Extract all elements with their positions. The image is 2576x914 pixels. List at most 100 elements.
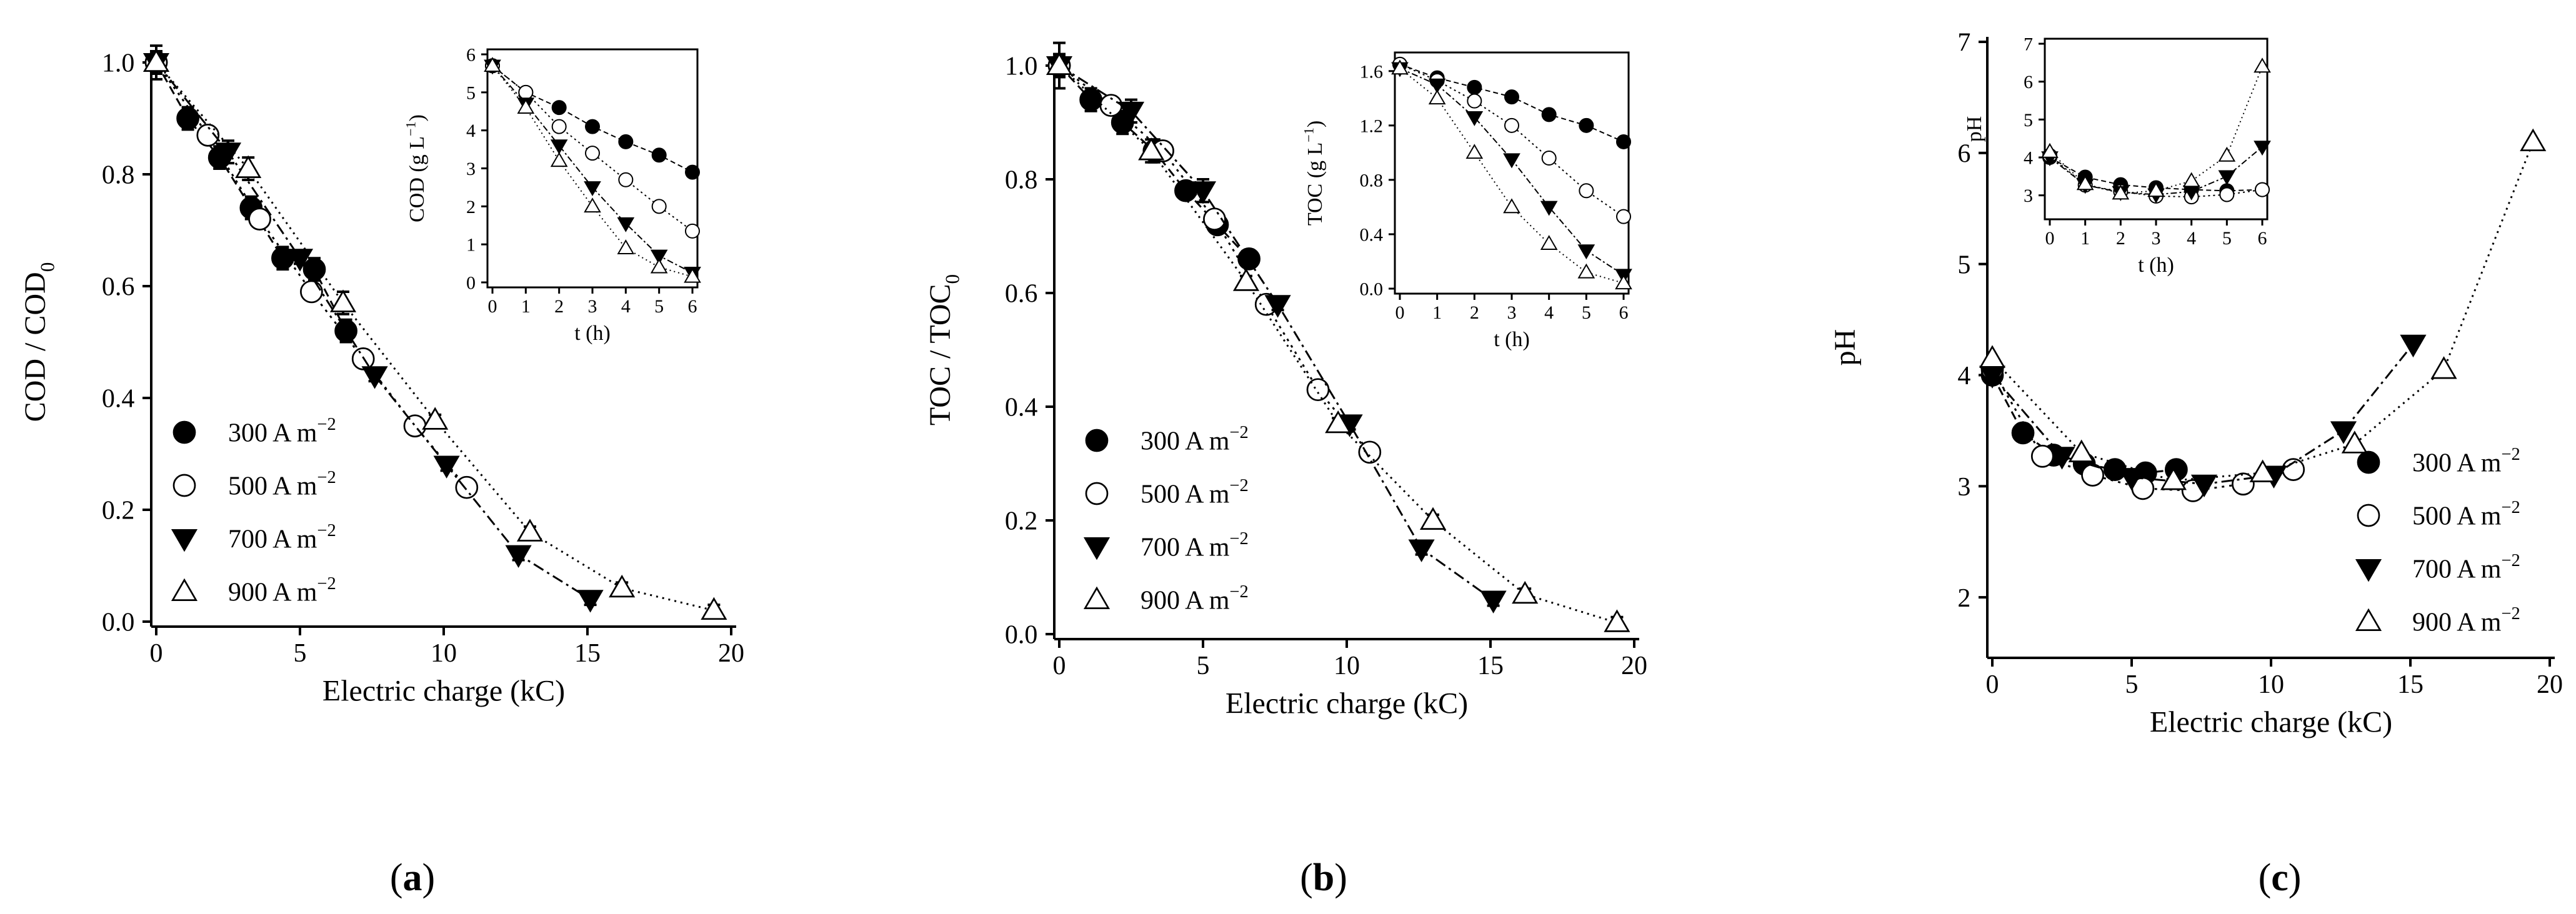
inset-data-point <box>1504 117 1519 133</box>
legend-item: 700 A m−2 <box>1083 529 1249 562</box>
legend-item: 300 A m−2 <box>1085 423 1249 456</box>
main-x-tick-label: 10 <box>431 639 457 668</box>
legend-label: 500 A m−2 <box>1141 476 1249 509</box>
inset-y-axis-title-tail: ) <box>1304 121 1327 127</box>
inset-data-point <box>685 223 700 239</box>
legend-marker <box>2357 504 2380 527</box>
inset-y-axis-title-sup: −1 <box>1300 127 1316 142</box>
inset-data-point <box>1577 263 1595 279</box>
legend-marker <box>2355 608 2382 631</box>
inset-y-axis-title-tail: ) <box>406 114 429 121</box>
legend-label: 900 A m−2 <box>2412 604 2520 637</box>
inset-series-4 <box>2041 57 2271 200</box>
inset-x-tick-label: 3 <box>2152 228 2161 249</box>
legend-label-sup: −2 <box>2501 498 2520 517</box>
main-data-point <box>361 366 388 389</box>
inset-y-tick-label: 5 <box>466 82 476 103</box>
inset-c: 0 1 2 3 4 5 6 3 4 5 6 7 t (h) pH <box>1963 34 2271 277</box>
legend-marker <box>2355 559 2382 582</box>
inset-y-axis-title: pH <box>1963 116 1986 142</box>
inset-y-tick-label: 1.6 <box>1360 61 1384 82</box>
main-y-axis-title: COD / COD0 <box>19 262 58 422</box>
legend-label-sup: −2 <box>2501 551 2520 570</box>
inset-data-point <box>650 249 668 265</box>
legend-marker <box>1083 537 1111 560</box>
inset-x-tick-label: 5 <box>1582 302 1591 323</box>
legend-label-text: 300 A m <box>228 419 317 448</box>
inset-data-point <box>650 258 668 274</box>
inset-data-point <box>551 100 567 116</box>
main-y-tick-label: 0.0 <box>102 609 135 637</box>
main-data-point <box>176 107 199 130</box>
main-x-axis-title: Electric charge (kC) <box>322 674 565 707</box>
main-y-tick-label: 4 <box>1957 362 1970 390</box>
inset-x-tick-label: 6 <box>2258 228 2267 249</box>
legend-label-sup: −2 <box>1229 529 1248 549</box>
legend-label-text: 500 A m <box>2412 502 2502 531</box>
inset-data-point <box>618 134 634 149</box>
inset-data-point <box>2255 182 2270 197</box>
main-series-4 <box>1046 52 1630 632</box>
main-data-point <box>329 289 357 312</box>
main-series-3 <box>1979 334 2427 498</box>
inset-data-point <box>1428 78 1446 94</box>
main-y-axis-title: TOC / TOC0 <box>924 274 963 425</box>
main-y-tick-label: 1.0 <box>1005 52 1038 81</box>
inset-data-point <box>550 139 568 155</box>
main-data-point <box>2081 464 2104 487</box>
main-data-point <box>701 597 727 620</box>
inset-data-point <box>484 57 501 72</box>
legend-label-sup: −2 <box>317 468 336 487</box>
main-data-point <box>2049 447 2075 470</box>
legend-label-sup: −2 <box>317 521 336 540</box>
main-data-point <box>1408 539 1435 562</box>
main-x-tick-label: 15 <box>1477 652 1504 680</box>
inset-y-tick-label: 1.2 <box>1360 116 1384 136</box>
main-data-point <box>403 414 427 438</box>
main-x-tick-label: 10 <box>2258 670 2284 699</box>
inset-y-tick-label: 3 <box>466 159 476 179</box>
main-data-point <box>334 319 357 342</box>
inset-y-axis-title-main: pH <box>1963 116 1986 142</box>
inset-data-point <box>1540 201 1558 216</box>
main-y-axis-title: pH <box>1829 329 1862 366</box>
legend-marker <box>2357 450 2380 474</box>
legend-label-sup: −2 <box>2501 604 2520 623</box>
inset-data-point <box>2112 184 2130 200</box>
inset-y-tick-label: 0.8 <box>1360 170 1384 191</box>
inset-y-tick-label: 1 <box>466 235 476 256</box>
inset-data-point <box>584 197 601 213</box>
main-data-point <box>2249 459 2276 482</box>
inset-x-axis-title: t (h) <box>1494 328 1530 351</box>
inset-series-4 <box>484 57 701 283</box>
main-y-axis-title-sub: 0 <box>36 262 58 272</box>
main-data-point <box>196 123 220 147</box>
main-data-point <box>248 207 271 231</box>
main-data-point <box>2341 430 2368 454</box>
inset-x-axis-title: t (h) <box>2138 254 2174 277</box>
inset-x-tick-label: 0 <box>488 296 497 317</box>
inset-data-point <box>517 99 535 114</box>
main-x-tick-label: 15 <box>2397 670 2424 699</box>
main-y-tick-label: 0.6 <box>1005 280 1038 309</box>
inset-y-tick-label: 0.0 <box>1360 279 1384 300</box>
inset-data-point <box>2218 146 2236 162</box>
inset-data-point <box>1579 117 1594 133</box>
main-data-point <box>142 49 170 72</box>
inset-data-point <box>685 164 700 180</box>
inset-data-point <box>1504 89 1519 105</box>
inset-data-point <box>1616 134 1631 149</box>
inset-x-tick-label: 3 <box>588 296 597 317</box>
main-data-point <box>505 545 532 569</box>
legend-label-text: 700 A m <box>228 525 317 554</box>
legend-item: 900 A m−2 <box>171 574 336 607</box>
main-data-point <box>2330 421 2357 444</box>
inset-x-axis-title: t (h) <box>574 322 611 345</box>
inset-data-point <box>551 119 567 134</box>
main-data-point <box>2160 467 2187 490</box>
